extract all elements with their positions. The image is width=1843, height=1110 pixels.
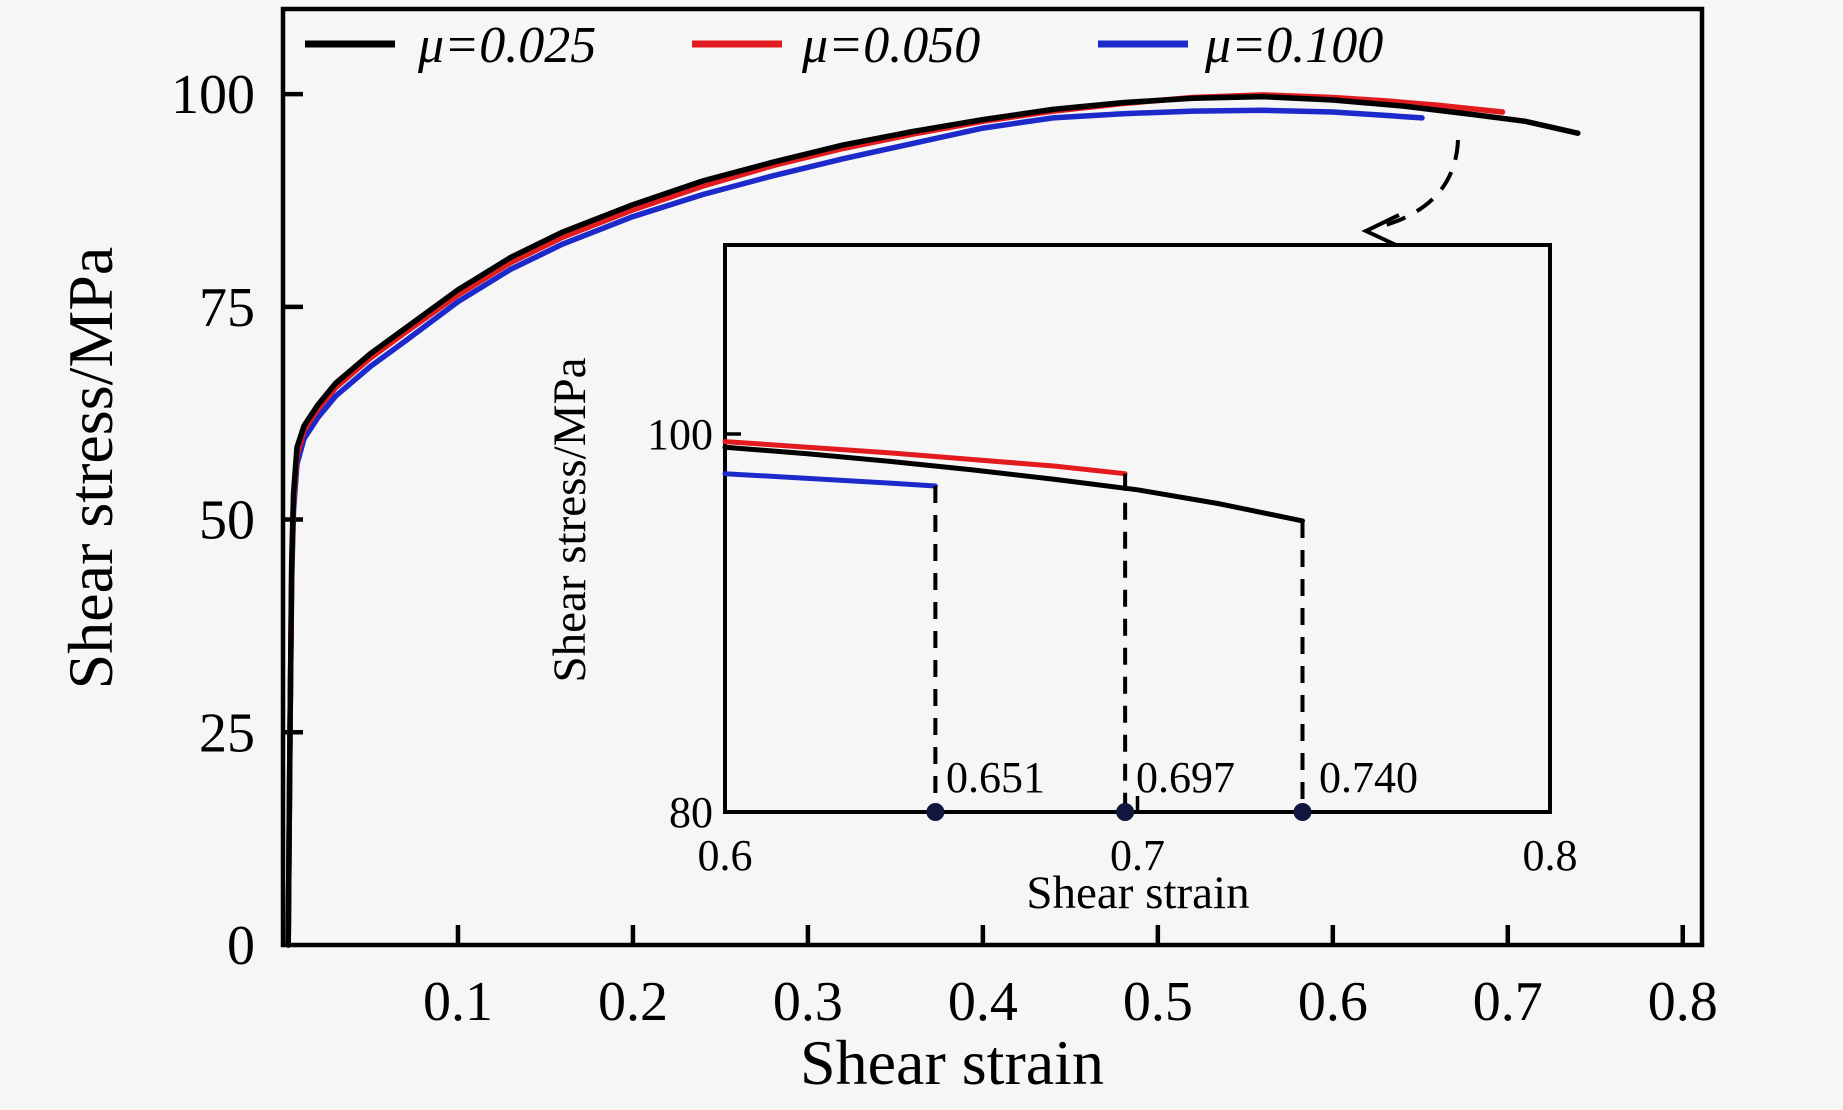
callout-arrow xyxy=(1361,139,1460,247)
fracture-marker-0.740 xyxy=(1293,803,1312,821)
inset-plot-frame xyxy=(723,243,1552,814)
curve-inset-μ=0.100 xyxy=(722,471,938,489)
inset-y-axis-title: Shear stress/MPa xyxy=(544,357,596,682)
inset-fracture-markers xyxy=(926,803,1312,821)
main-x-tick-label: 0.5 xyxy=(1123,971,1193,1033)
fracture-label-black: 0.740 xyxy=(1319,753,1418,802)
curve-main-μ=0.050 xyxy=(285,92,1506,948)
main-y-tick-label: 0 xyxy=(227,915,255,977)
inset-x-tick-label: 0.6 xyxy=(698,831,753,880)
main-y-tick-label: 25 xyxy=(199,702,255,764)
inset-axis-ticks xyxy=(725,432,1140,812)
fracture-marker-0.697 xyxy=(1116,803,1135,821)
main-y-tick-label: 75 xyxy=(199,277,255,339)
legend-label-mu-0025: μ=0.025 xyxy=(417,17,596,74)
main-x-tick-label: 0.4 xyxy=(948,971,1018,1033)
inset-x-tick-label: 0.8 xyxy=(1523,831,1578,880)
main-x-tick-label: 0.2 xyxy=(598,971,668,1033)
main-plot-frame xyxy=(280,6,1705,948)
main-x-tick-label: 0.1 xyxy=(423,971,493,1033)
inset-x-tick-label: 0.7 xyxy=(1110,831,1165,880)
inset-y-tick-label: 100 xyxy=(647,410,713,459)
callout-arrow-shaft xyxy=(1374,139,1460,230)
legend-label-mu-0100: μ=0.100 xyxy=(1204,17,1383,74)
main-x-tick-label: 0.6 xyxy=(1298,971,1368,1033)
curve-inset-μ=0.050 xyxy=(722,439,1128,477)
curve-main-μ=0.100 xyxy=(285,107,1425,948)
fracture-label-red: 0.697 xyxy=(1136,753,1235,802)
main-x-tick-label: 0.8 xyxy=(1648,971,1718,1033)
main-y-axis-title: Shear stress/MPa xyxy=(55,247,126,690)
main-y-tick-label: 100 xyxy=(171,64,255,126)
inset-y-tick-label: 80 xyxy=(669,788,713,837)
main-axis-tick-labels: 0.1 0.2 0.3 0.4 0.5 0.6 0.7 0.8 0 25 50 75 100 xyxy=(171,64,1718,1033)
curve-inset-μ=0.025 xyxy=(722,444,1305,524)
inset-axis-tick-labels: 0.6 0.7 0.8 80 100 xyxy=(647,410,1578,880)
inset-curves xyxy=(722,439,1305,524)
inset-x-axis-title: Shear strain xyxy=(1026,867,1249,919)
curve-main-μ=0.025 xyxy=(285,93,1581,948)
main-x-axis-title: Shear strain xyxy=(800,1027,1104,1098)
main-x-tick-label: 0.3 xyxy=(773,971,843,1033)
main-y-tick-label: 50 xyxy=(199,490,255,552)
callout-arrow-head xyxy=(1361,213,1400,247)
inset-fracture-droplines xyxy=(933,473,1305,812)
legend-label-mu-0050: μ=0.050 xyxy=(801,17,980,74)
fracture-marker-0.651 xyxy=(926,803,945,821)
main-x-tick-label: 0.7 xyxy=(1473,971,1543,1033)
main-axis-ticks xyxy=(283,91,1686,945)
main-curves xyxy=(285,92,1581,948)
fracture-label-blue: 0.651 xyxy=(946,753,1045,802)
